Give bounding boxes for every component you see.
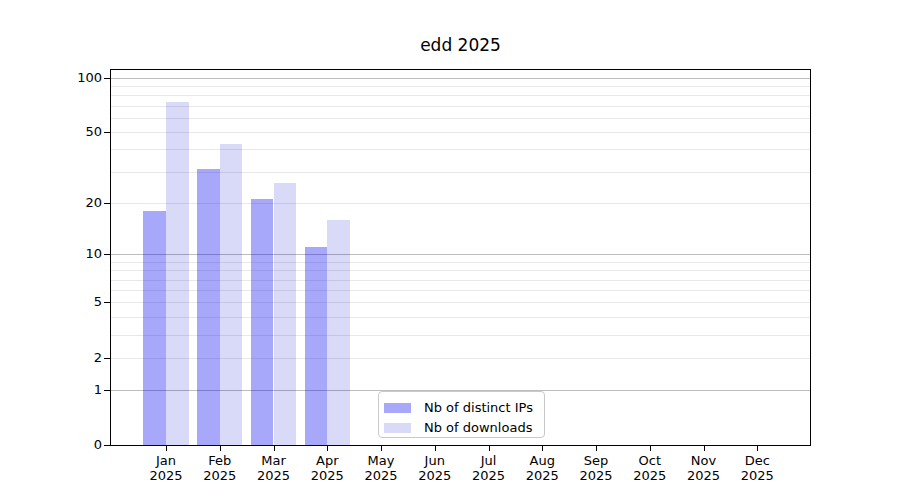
y-tick-20 xyxy=(104,203,110,204)
bar-nb-of-downloads-feb xyxy=(220,144,243,445)
y-tick-1 xyxy=(104,390,110,391)
x-tick-label-dec: Dec2025 xyxy=(727,453,787,483)
figure: edd 2025 Nb of distinct IPs Nb of downlo… xyxy=(0,0,900,500)
x-tick-year-feb: 2025 xyxy=(190,468,250,483)
y-tick-label-50: 50 xyxy=(36,124,102,140)
x-tick-label-aug: Aug2025 xyxy=(512,453,572,483)
axis-spine-bottom xyxy=(110,445,811,446)
x-tick-month-feb: Feb xyxy=(190,453,250,468)
chart-title: edd 2025 xyxy=(110,35,811,55)
x-tick-year-jul: 2025 xyxy=(459,468,519,483)
y-tick-0 xyxy=(104,445,110,446)
bar-nb-of-distinct-ips-jan xyxy=(143,211,166,445)
axis-spine-top xyxy=(110,69,811,70)
x-tick-year-nov: 2025 xyxy=(674,468,734,483)
y-tick-label-1: 1 xyxy=(36,382,102,398)
x-tick-year-aug: 2025 xyxy=(512,468,572,483)
x-tick-month-jan: Jan xyxy=(136,453,196,468)
x-tick-label-jul: Jul2025 xyxy=(459,453,519,483)
x-tick-year-oct: 2025 xyxy=(620,468,680,483)
x-tick-month-apr: Apr xyxy=(297,453,357,468)
legend-swatch-distinct-ips xyxy=(384,403,411,413)
legend: Nb of distinct IPs Nb of downloads xyxy=(378,391,545,438)
legend-label-downloads: Nb of downloads xyxy=(424,418,532,437)
y-tick-label-10: 10 xyxy=(36,246,102,262)
x-tick-month-jun: Jun xyxy=(405,453,465,468)
y-tick-2 xyxy=(104,358,110,359)
bar-nb-of-distinct-ips-mar xyxy=(251,199,274,445)
bar-nb-of-distinct-ips-apr xyxy=(305,247,328,445)
x-tick-aug xyxy=(542,446,543,451)
y-tick-10 xyxy=(104,254,110,255)
x-tick-year-jun: 2025 xyxy=(405,468,465,483)
axis-spine-left xyxy=(110,69,111,446)
x-tick-year-apr: 2025 xyxy=(297,468,357,483)
x-tick-apr xyxy=(327,446,328,451)
gridline-minor-50 xyxy=(110,132,811,133)
x-tick-nov xyxy=(704,446,705,451)
x-tick-month-mar: Mar xyxy=(244,453,304,468)
x-tick-month-may: May xyxy=(351,453,411,468)
legend-label-distinct-ips: Nb of distinct IPs xyxy=(424,398,533,417)
x-tick-month-nov: Nov xyxy=(674,453,734,468)
y-tick-label-5: 5 xyxy=(36,294,102,310)
legend-swatch-downloads xyxy=(384,423,411,433)
x-tick-oct xyxy=(650,446,651,451)
x-tick-month-dec: Dec xyxy=(727,453,787,468)
legend-item-downloads: Nb of downloads xyxy=(384,418,536,437)
y-tick-label-2: 2 xyxy=(36,350,102,366)
plot-area xyxy=(110,69,811,445)
y-tick-label-0: 0 xyxy=(36,437,102,453)
x-tick-feb xyxy=(220,446,221,451)
y-tick-100 xyxy=(104,78,110,79)
y-tick-5 xyxy=(104,302,110,303)
x-tick-label-may: May2025 xyxy=(351,453,411,483)
x-tick-label-feb: Feb2025 xyxy=(190,453,250,483)
x-tick-month-sep: Sep xyxy=(566,453,626,468)
x-tick-label-oct: Oct2025 xyxy=(620,453,680,483)
x-tick-label-mar: Mar2025 xyxy=(244,453,304,483)
bar-nb-of-distinct-ips-feb xyxy=(197,169,220,445)
x-tick-sep xyxy=(596,446,597,451)
x-tick-jan xyxy=(166,446,167,451)
y-tick-50 xyxy=(104,132,110,133)
gridline-minor-40 xyxy=(110,149,811,150)
x-tick-dec xyxy=(757,446,758,451)
x-tick-year-jan: 2025 xyxy=(136,468,196,483)
x-tick-year-sep: 2025 xyxy=(566,468,626,483)
x-tick-label-jun: Jun2025 xyxy=(405,453,465,483)
x-tick-label-apr: Apr2025 xyxy=(297,453,357,483)
x-tick-month-aug: Aug xyxy=(512,453,572,468)
x-tick-year-may: 2025 xyxy=(351,468,411,483)
gridline-minor-60 xyxy=(110,118,811,119)
x-tick-label-jan: Jan2025 xyxy=(136,453,196,483)
x-tick-month-jul: Jul xyxy=(459,453,519,468)
x-tick-year-dec: 2025 xyxy=(727,468,787,483)
bar-nb-of-downloads-jan xyxy=(166,102,189,445)
x-tick-jun xyxy=(435,446,436,451)
x-tick-mar xyxy=(274,446,275,451)
x-tick-may xyxy=(381,446,382,451)
gridline-minor-80 xyxy=(110,95,811,96)
gridline-major-100 xyxy=(110,78,811,79)
gridline-minor-70 xyxy=(110,106,811,107)
x-tick-label-sep: Sep2025 xyxy=(566,453,626,483)
gridline-minor-90 xyxy=(110,86,811,87)
y-tick-label-20: 20 xyxy=(36,195,102,211)
axis-spine-right xyxy=(810,69,811,446)
bar-nb-of-downloads-mar xyxy=(274,183,297,445)
bar-nb-of-downloads-apr xyxy=(327,220,350,445)
x-tick-month-oct: Oct xyxy=(620,453,680,468)
x-tick-year-mar: 2025 xyxy=(244,468,304,483)
legend-item-distinct-ips: Nb of distinct IPs xyxy=(384,398,536,417)
x-tick-jul xyxy=(489,446,490,451)
y-tick-label-100: 100 xyxy=(36,70,102,86)
x-tick-label-nov: Nov2025 xyxy=(674,453,734,483)
